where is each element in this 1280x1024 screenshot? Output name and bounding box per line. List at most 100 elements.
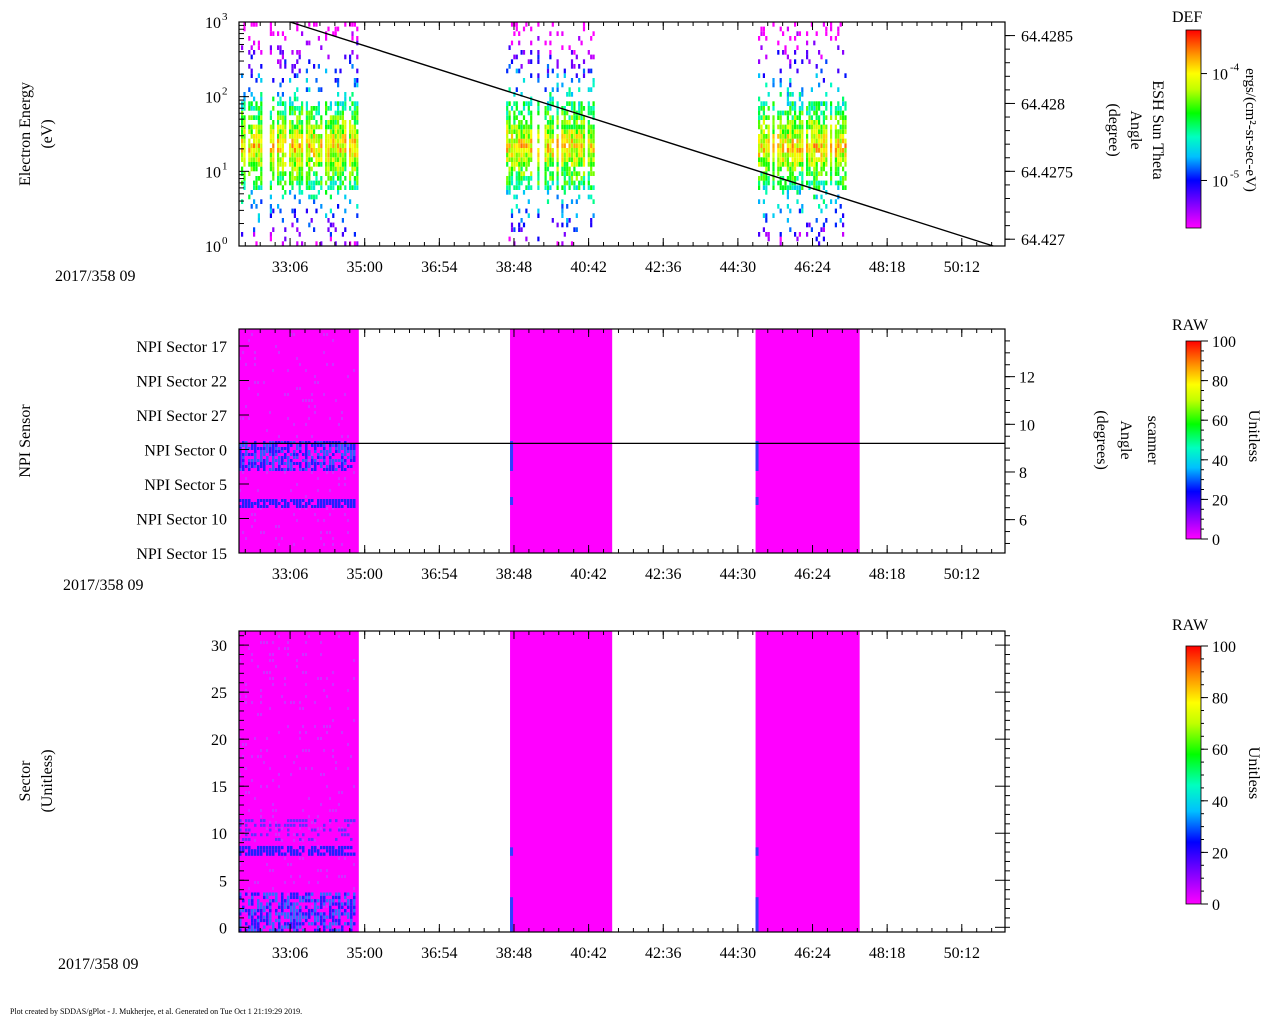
x-tick-label: 42:36	[645, 259, 681, 276]
energy-cell	[566, 180, 569, 186]
energy-cell	[522, 176, 526, 181]
sector-cell	[251, 892, 254, 896]
sector-cell	[245, 928, 248, 932]
energy-cell	[315, 180, 318, 186]
energy-cell	[525, 143, 528, 148]
energy-cell	[308, 171, 311, 176]
energy-cell	[798, 208, 801, 214]
energy-cell	[320, 138, 323, 144]
npi-cell	[317, 453, 320, 456]
sector-cell	[308, 881, 310, 884]
energy-cell	[356, 106, 359, 111]
sector-cell	[290, 701, 292, 704]
energy-cell	[308, 143, 311, 148]
sector-cell	[248, 828, 251, 832]
energy-cell	[257, 138, 260, 144]
npi-cell	[320, 450, 323, 453]
sector-cell	[299, 918, 302, 923]
energy-cell	[779, 148, 782, 153]
energy-cell	[573, 101, 576, 106]
energy-cell	[320, 120, 323, 125]
npi-cell	[344, 393, 346, 396]
energy-cell	[344, 120, 347, 125]
energy-cell	[332, 124, 335, 130]
energy-cell	[248, 115, 251, 120]
npi-cell	[332, 507, 334, 510]
energy-cell	[830, 199, 833, 204]
energy-cell	[568, 134, 571, 139]
sun-theta-line-segment	[289, 21, 994, 247]
energy-cell	[301, 171, 304, 176]
energy-cell	[260, 162, 263, 167]
energy-cell	[351, 110, 354, 116]
energy-cell	[834, 129, 837, 134]
sector-cell	[272, 815, 274, 818]
energy-cell	[510, 40, 514, 46]
sector-cell	[284, 683, 286, 686]
energy-cell	[320, 152, 323, 158]
energy-cell	[293, 129, 296, 134]
energy-cell	[578, 134, 581, 139]
energy-cell	[351, 138, 354, 144]
energy-cell	[834, 171, 837, 176]
sector-cell	[347, 902, 350, 906]
sector-cell	[317, 899, 320, 903]
energy-cell	[808, 166, 811, 172]
sector-cell	[251, 915, 254, 919]
energy-cell	[522, 152, 526, 158]
sector-cell	[296, 892, 299, 896]
energy-cell	[791, 120, 794, 125]
energy-cell	[815, 120, 818, 125]
energy-cell	[537, 171, 540, 176]
npi-cell	[314, 468, 317, 471]
npi-cell	[311, 435, 313, 438]
energy-cell	[758, 36, 761, 41]
npi-cell	[275, 450, 278, 453]
energy-cell	[305, 68, 308, 74]
energy-cell	[325, 120, 328, 125]
sector-cell	[314, 915, 317, 919]
npi-cell	[269, 499, 272, 502]
energy-cell	[530, 171, 533, 176]
sector-cell	[341, 731, 343, 734]
energy-cell	[313, 162, 316, 167]
sector-yunits: (Unitless)	[39, 749, 56, 812]
npi-sensor-spectrogram	[239, 329, 860, 553]
sector-cell	[248, 647, 250, 650]
sector-cell	[353, 677, 355, 680]
energy-cell	[522, 157, 526, 162]
sector-cell	[320, 845, 323, 850]
energy-cell	[277, 148, 280, 153]
sector-cell	[266, 671, 268, 674]
energy-cell	[272, 31, 275, 36]
energy-cell	[813, 194, 816, 200]
energy-cell	[789, 208, 792, 214]
npi-cell	[260, 465, 263, 468]
npi-cell	[242, 444, 245, 447]
energy-cell	[248, 101, 251, 106]
npi-cell	[287, 393, 289, 396]
energy-cell	[522, 190, 526, 195]
energy-cell	[308, 87, 311, 92]
npi-cell	[290, 441, 293, 444]
energy-cell	[578, 36, 581, 41]
energy-cell	[798, 152, 801, 158]
sector-cell	[347, 819, 350, 823]
sector-cell	[263, 761, 265, 764]
npi-cell	[510, 497, 514, 505]
energy-cell	[325, 68, 328, 74]
npi-cell	[332, 462, 335, 465]
energy-cell	[520, 166, 523, 172]
energy-cell	[337, 124, 340, 130]
energy-cell	[353, 138, 356, 144]
energy-cell	[825, 162, 828, 167]
energy-cell	[284, 64, 287, 69]
energy-cell	[762, 148, 765, 153]
energy-cell	[580, 148, 583, 153]
sector-cell	[287, 895, 290, 900]
energy-cell	[527, 148, 530, 153]
energy-cell	[341, 152, 344, 158]
energy-cell	[291, 171, 294, 176]
energy-cell	[353, 232, 356, 237]
npi-cell	[248, 453, 251, 456]
